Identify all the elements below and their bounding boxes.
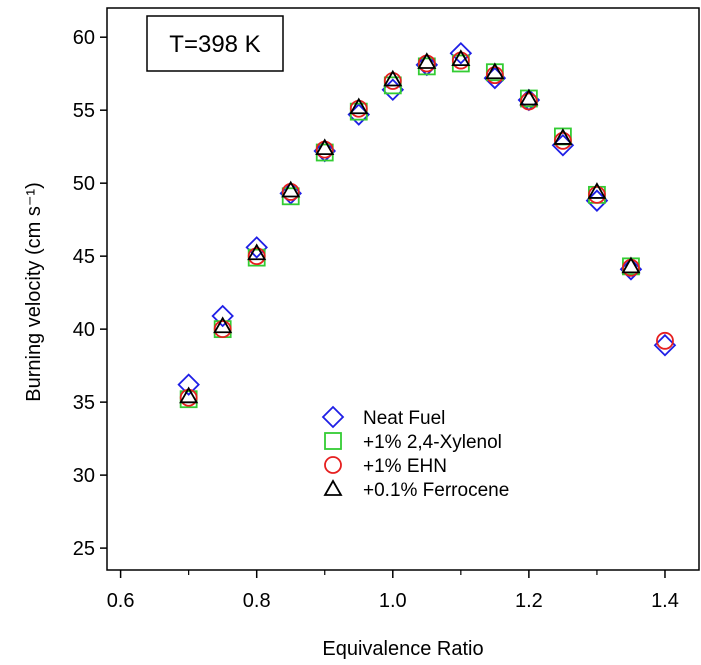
- triangle-point: [451, 49, 471, 66]
- x-tick-label: 1.4: [651, 590, 679, 612]
- triangle-point: [587, 182, 607, 199]
- triangle-point: [417, 52, 437, 69]
- diamond-point: [619, 258, 643, 281]
- diamond-point: [653, 333, 677, 357]
- legend: Neat Fuel +1% 2,4-Xylenol +1% EHN +0.1% Fer…: [321, 405, 509, 501]
- y-axis-label: Burning velocity (cm s⁻¹): [23, 182, 45, 402]
- triangle-point: [179, 386, 199, 404]
- legend-label: Neat Fuel: [363, 408, 445, 429]
- y-tick-label: 55: [73, 100, 95, 122]
- x-tick-label: 0.8: [243, 590, 271, 612]
- diamond-point: [347, 103, 371, 126]
- legend-triangle-marker: [323, 479, 343, 496]
- x-axis: 0.6 0.8 1.0 1.2 1.4: [107, 570, 679, 612]
- circle-point: [519, 92, 538, 111]
- circle-point: [213, 320, 232, 339]
- diamond-point: [177, 373, 200, 396]
- data-series-layer: [177, 41, 677, 409]
- diamond-point: [449, 41, 473, 65]
- y-tick-label: 30: [73, 465, 95, 487]
- triangle-point: [213, 316, 233, 334]
- series-triangle: [179, 49, 641, 404]
- triangle-point: [247, 243, 267, 261]
- series-circle: [179, 51, 674, 407]
- annotation-text: T=398 K: [169, 31, 260, 58]
- annotation-box: T=398 K: [146, 15, 284, 72]
- triangle-point: [621, 256, 641, 274]
- y-axis: 25 30 35 40 45 50 55 60: [73, 27, 107, 560]
- legend-label: +1% 2,4-Xylenol: [363, 432, 502, 453]
- legend-label: +1% EHN: [363, 456, 447, 477]
- y-tick-label: 50: [73, 173, 95, 195]
- triangle-point: [281, 180, 301, 198]
- legend-diamond-marker: [321, 405, 345, 429]
- circle-point: [656, 331, 674, 350]
- triangle-point: [349, 97, 369, 115]
- triangle-point: [553, 128, 573, 145]
- legend-label: +0.1% Ferrocene: [363, 480, 509, 501]
- circle-point: [247, 247, 266, 266]
- circle-point: [554, 131, 572, 150]
- diamond-point: [279, 182, 302, 205]
- series-diamond: [177, 41, 677, 396]
- x-tick-label: 0.6: [107, 590, 135, 612]
- diamond-point: [211, 304, 234, 328]
- triangle-point: [485, 62, 505, 80]
- y-tick-label: 60: [73, 27, 95, 49]
- y-tick-label: 35: [73, 392, 95, 414]
- x-tick-label: 1.2: [515, 590, 543, 612]
- circle-point: [588, 185, 606, 204]
- plot-frame: [106, 7, 700, 571]
- x-tick-label: 1.0: [379, 590, 407, 612]
- triangle-point: [519, 88, 539, 106]
- circle-point: [485, 66, 504, 85]
- y-tick-label: 45: [73, 246, 95, 268]
- legend-square-marker: [324, 432, 342, 450]
- diamond-point: [245, 236, 268, 259]
- legend-circle-marker: [324, 456, 342, 474]
- triangle-point: [383, 69, 403, 87]
- diamond-point: [585, 189, 609, 212]
- series-square: [179, 54, 640, 409]
- triangle-point: [315, 138, 335, 156]
- y-tick-label: 25: [73, 538, 95, 560]
- y-tick-label: 40: [73, 319, 95, 341]
- x-axis-label: Equivalence Ratio: [322, 638, 483, 660]
